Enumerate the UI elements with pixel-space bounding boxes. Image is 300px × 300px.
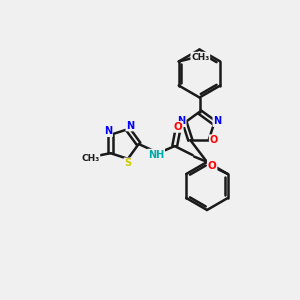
Text: O: O bbox=[208, 160, 217, 171]
Text: N: N bbox=[178, 116, 186, 126]
Text: CH₃: CH₃ bbox=[81, 154, 100, 163]
Text: NH: NH bbox=[148, 149, 164, 160]
Text: O: O bbox=[174, 122, 183, 132]
Text: N: N bbox=[126, 121, 134, 130]
Text: N: N bbox=[213, 116, 221, 126]
Text: N: N bbox=[104, 126, 112, 136]
Text: CH₃: CH₃ bbox=[191, 52, 209, 62]
Text: S: S bbox=[124, 158, 131, 168]
Text: O: O bbox=[210, 135, 218, 145]
